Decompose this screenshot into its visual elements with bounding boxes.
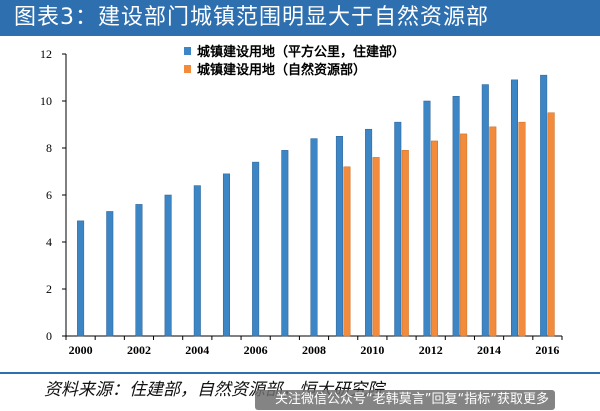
bar-housing-ministry bbox=[365, 128, 373, 337]
bar-natural-resources bbox=[547, 112, 555, 337]
watermark-text: 关注微信公众号“老韩莫言”回复“指标”获取更多 bbox=[275, 392, 549, 407]
x-tick-label: 2004 bbox=[185, 343, 209, 357]
bar-housing-ministry bbox=[252, 161, 260, 337]
bar-natural-resources bbox=[343, 166, 351, 337]
legend-label: 城镇建设用地（自然资源部） bbox=[197, 62, 366, 78]
bar-natural-resources bbox=[372, 157, 380, 337]
bar-housing-ministry bbox=[77, 220, 85, 337]
title-bar: 图表3：建设部门城镇范围明显大于自然资源部 bbox=[0, 0, 600, 36]
y-tick-label: 8 bbox=[46, 141, 52, 155]
bar-natural-resources bbox=[460, 133, 468, 337]
x-tick-label: 2014 bbox=[477, 343, 501, 357]
y-tick-label: 12 bbox=[40, 47, 52, 61]
x-tick-label: 2006 bbox=[244, 343, 268, 357]
x-tick-label: 2012 bbox=[419, 343, 443, 357]
x-tick-label: 2008 bbox=[302, 343, 326, 357]
legend-label: 城镇建设用地（平方公里，住建部） bbox=[197, 44, 405, 60]
x-tick-label: 2010 bbox=[360, 343, 384, 357]
chart-title: 图表3：建设部门城镇范围明显大于自然资源部 bbox=[14, 5, 489, 30]
bar-housing-ministry bbox=[481, 84, 489, 337]
legend-swatch bbox=[184, 65, 191, 73]
x-tick-label: 2000 bbox=[69, 343, 93, 357]
bar-housing-ministry bbox=[510, 79, 518, 337]
y-tick-label: 0 bbox=[46, 329, 52, 343]
bar-natural-resources bbox=[518, 121, 526, 337]
bar-housing-ministry bbox=[394, 121, 402, 337]
bar-housing-ministry bbox=[452, 96, 460, 337]
y-tick-label: 6 bbox=[46, 188, 52, 202]
bar-housing-ministry bbox=[335, 136, 343, 337]
bar-natural-resources bbox=[489, 126, 497, 337]
bar-natural-resources bbox=[401, 150, 409, 337]
y-tick-label: 4 bbox=[46, 235, 52, 249]
bar-housing-ministry bbox=[164, 194, 172, 337]
bar-housing-ministry bbox=[540, 74, 548, 337]
footer: 资料来源：住建部，自然资源部，恒大研究院 关注微信公众号“老韩莫言”回复“指标”… bbox=[0, 372, 600, 411]
x-tick-label: 2016 bbox=[535, 343, 559, 357]
chart-area: 0 2 4 6 8 10 12 2000 2002 2004 2006 2008 2010 2012 201… bbox=[0, 36, 600, 370]
bar-natural-resources bbox=[430, 140, 438, 337]
watermark-overlay: 关注微信公众号“老韩莫言”回复“指标”获取更多 bbox=[255, 390, 555, 410]
bar-housing-ministry bbox=[135, 204, 143, 337]
legend-swatch bbox=[184, 47, 191, 55]
bar-housing-ministry bbox=[222, 173, 230, 337]
bar-housing-ministry bbox=[310, 138, 318, 337]
bar-housing-ministry bbox=[106, 211, 114, 337]
x-tick-label: 2002 bbox=[127, 343, 151, 357]
bar-housing-ministry bbox=[423, 100, 431, 337]
bar-housing-ministry bbox=[193, 185, 201, 337]
y-tick-label: 10 bbox=[40, 94, 52, 108]
bar-chart: 0 2 4 6 8 10 12 2000 2002 2004 2006 2008 2010 2012 201… bbox=[40, 44, 563, 357]
y-tick-label: 2 bbox=[46, 282, 52, 296]
bar-housing-ministry bbox=[281, 150, 289, 337]
